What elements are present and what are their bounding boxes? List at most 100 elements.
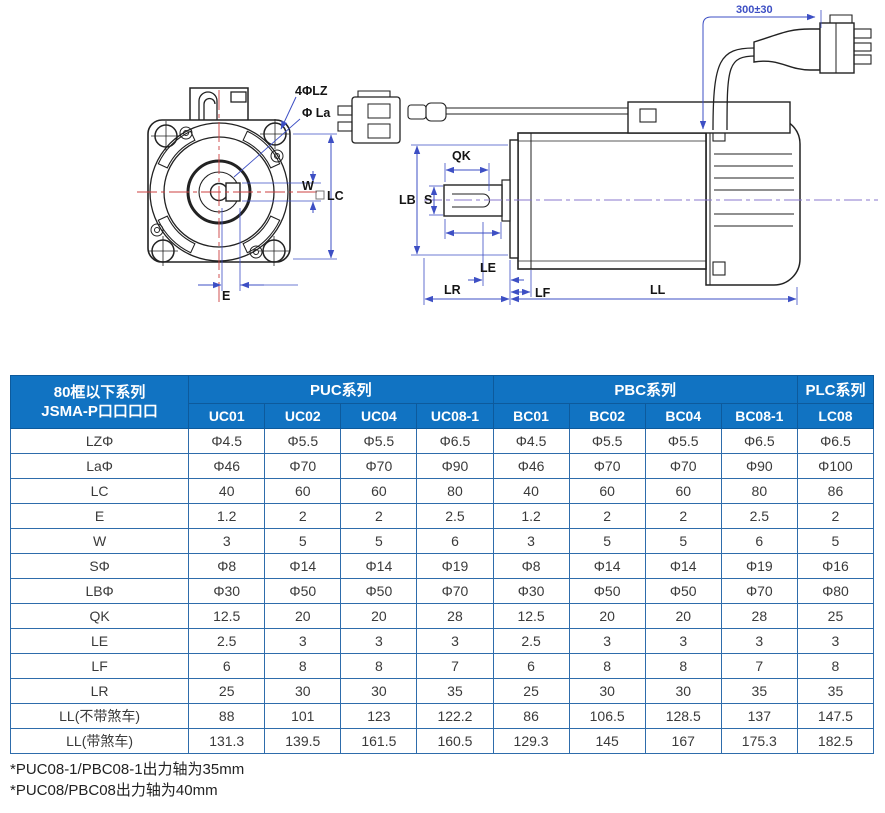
spec-value: 60 [340, 478, 418, 504]
column-header-BC01: BC01 [492, 403, 570, 429]
spec-value: 60 [568, 478, 646, 504]
spec-value: Φ14 [340, 553, 418, 579]
spec-value: 3 [416, 628, 494, 654]
label-lr: LR [444, 283, 461, 297]
spec-value: Φ50 [264, 578, 342, 604]
label-bolt-holes: 4ΦLZ [295, 84, 328, 98]
spec-value: 160.5 [416, 728, 494, 754]
row-label: SΦ [9, 553, 190, 579]
label-flange-diameter: Φ La [302, 106, 331, 120]
spec-value: Φ19 [416, 553, 494, 579]
spec-value: 3 [796, 628, 875, 654]
spec-value: 2.5 [720, 503, 798, 529]
table-row: SΦ Φ8 Φ14 Φ14 Φ19 Φ8 Φ14 Φ14 Φ19 Φ16 [9, 553, 875, 579]
row-label: LL(不带煞车) [9, 703, 190, 729]
table-row: LBΦ Φ30 Φ50 Φ50 Φ70 Φ30 Φ50 Φ50 Φ70 Φ80 [9, 578, 875, 604]
column-header-UC02: UC02 [264, 403, 342, 429]
spec-value: Φ100 [796, 453, 875, 479]
spec-value: 106.5 [568, 703, 646, 729]
spec-value: 20 [340, 603, 418, 629]
spec-value: 1.2 [188, 503, 266, 529]
row-label: LBΦ [9, 578, 190, 604]
spec-value: 80 [416, 478, 494, 504]
spec-value: 86 [796, 478, 875, 504]
spec-value: 6 [188, 653, 266, 679]
label-cable-length: 300±30 [736, 4, 773, 16]
spec-value: Φ90 [416, 453, 494, 479]
spec-value: 25 [492, 678, 570, 704]
label-le: LE [480, 261, 496, 275]
spec-value: 1.2 [492, 503, 570, 529]
spec-value: 20 [568, 603, 646, 629]
column-group-2: PBC系列 [492, 375, 798, 404]
column-group-3: PLC系列 [796, 375, 875, 404]
spec-value: 137 [720, 703, 798, 729]
spec-value: 5 [568, 528, 646, 554]
column-header-UC08-1: UC08-1 [416, 403, 494, 429]
side-labels: QK S LB LE LR LF LL 300±30 [399, 4, 773, 300]
table-row: LF 6 8 8 7 6 8 8 7 8 [9, 653, 875, 679]
spec-value: 131.3 [188, 728, 266, 754]
spec-value: Φ30 [492, 578, 570, 604]
row-label: W [9, 528, 190, 554]
row-label: LR [9, 678, 190, 704]
spec-value: 40 [188, 478, 266, 504]
spec-value: 35 [416, 678, 494, 704]
spec-value: 2 [796, 503, 875, 529]
spec-value: Φ14 [644, 553, 722, 579]
spec-value: Φ4.5 [492, 428, 570, 454]
spec-value: 161.5 [340, 728, 418, 754]
spec-value: 8 [264, 653, 342, 679]
spec-value: Φ8 [492, 553, 570, 579]
spec-value: 147.5 [796, 703, 875, 729]
spec-value: 3 [644, 628, 722, 654]
spec-value: 2 [568, 503, 646, 529]
column-header-BC02: BC02 [568, 403, 646, 429]
spec-value: 12.5 [188, 603, 266, 629]
spec-value: 5 [796, 528, 875, 554]
spec-value: 5 [340, 528, 418, 554]
spec-value: Φ19 [720, 553, 798, 579]
spec-value: Φ46 [188, 453, 266, 479]
spec-value: Φ6.5 [416, 428, 494, 454]
spec-value: 3 [492, 528, 570, 554]
table-row: E 1.2 2 2 2.5 1.2 2 2 2.5 2 [9, 503, 875, 529]
spec-value: 182.5 [796, 728, 875, 754]
footnote-2: *PUC08/PBC08出力轴为40mm [10, 782, 218, 800]
spec-value: 2 [264, 503, 342, 529]
spec-value: Φ5.5 [568, 428, 646, 454]
spec-value: Φ16 [796, 553, 875, 579]
spec-value: 20 [644, 603, 722, 629]
spec-value: Φ46 [492, 453, 570, 479]
side-view [337, 14, 872, 286]
spec-value: Φ5.5 [340, 428, 418, 454]
spec-value: 145 [568, 728, 646, 754]
footnotes: *PUC08-1/PBC08-1出力轴为35mm *PUC08/PBC08出力轴… [10, 759, 244, 802]
label-key-width: W [302, 179, 314, 193]
label-ll: LL [650, 283, 666, 297]
spec-value: 5 [644, 528, 722, 554]
spec-value: 7 [416, 653, 494, 679]
spec-table-body: LZΦ Φ4.5 Φ5.5 Φ5.5 Φ6.5 Φ4.5 Φ5.5 Φ5.5 Φ6.5 Φ6.5 L… [9, 428, 875, 754]
front-labels: 4ΦLZ Φ La W LC E [222, 84, 344, 303]
table-row: LE 2.5 3 3 3 2.5 3 3 3 3 [9, 628, 875, 654]
mounting-holes [148, 119, 290, 266]
spec-value: 7 [720, 653, 798, 679]
column-header-LC08: LC08 [796, 403, 875, 429]
spec-value: 2.5 [492, 628, 570, 654]
spec-table-head: 80框以下系列 JSMA-P口口口口 PUC系列 PBC系列 PLC系列 UC01 UC02… [9, 375, 875, 429]
column-header-UC01: UC01 [188, 403, 266, 429]
row-label: LF [9, 653, 190, 679]
table-row: LZΦ Φ4.5 Φ5.5 Φ5.5 Φ6.5 Φ4.5 Φ5.5 Φ5.5 Φ6.5 Φ6.5 [9, 428, 875, 454]
spec-value: Φ70 [644, 453, 722, 479]
table-row: LR 25 30 30 35 25 30 30 35 35 [9, 678, 875, 704]
spec-value: 3 [264, 628, 342, 654]
spec-value: 2 [340, 503, 418, 529]
spec-table: 80框以下系列 JSMA-P口口口口 PUC系列 PBC系列 PLC系列 UC01 UC02… [9, 375, 875, 754]
row-label: E [9, 503, 190, 529]
spec-value: Φ70 [568, 453, 646, 479]
table-row: QK 12.5 20 20 28 12.5 20 20 28 25 [9, 603, 875, 629]
spec-value: 86 [492, 703, 570, 729]
